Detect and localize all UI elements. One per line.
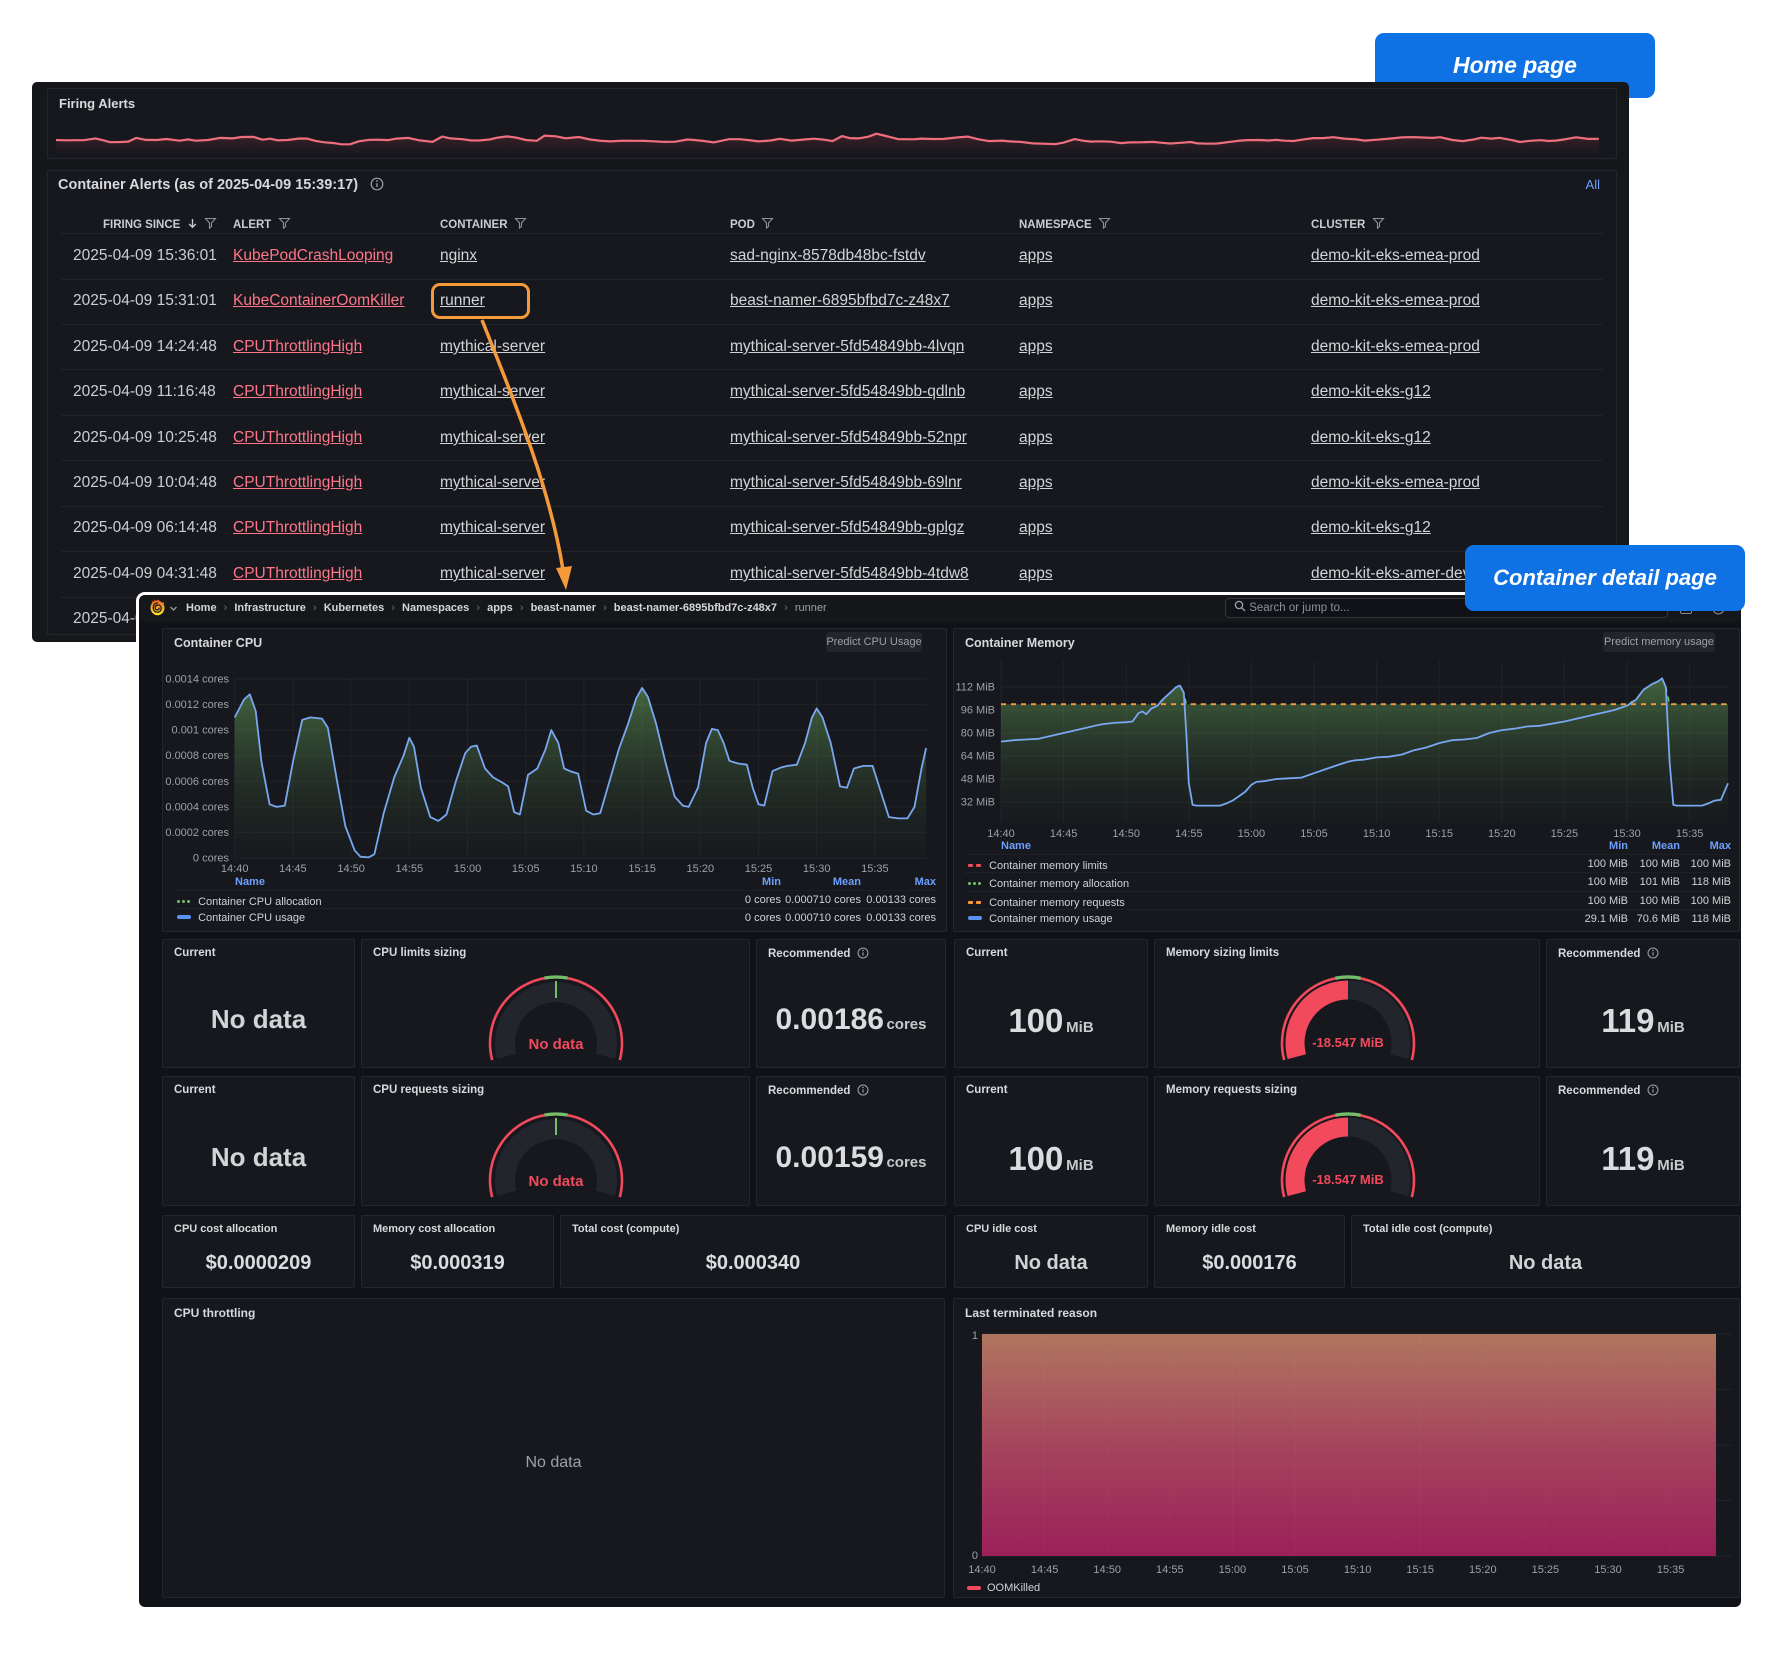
- svg-text:15:10: 15:10: [1344, 1564, 1372, 1576]
- svg-text:80 MiB: 80 MiB: [961, 728, 995, 740]
- svg-text:0: 0: [972, 1550, 978, 1562]
- svg-text:0 cores: 0 cores: [193, 853, 230, 865]
- svg-text:1: 1: [972, 1330, 978, 1342]
- svg-text:15:05: 15:05: [1300, 828, 1328, 840]
- svg-text:96 MiB: 96 MiB: [961, 705, 995, 717]
- svg-text:14:55: 14:55: [1175, 828, 1203, 840]
- svg-text:14:40: 14:40: [968, 1564, 996, 1576]
- svg-text:15:15: 15:15: [1406, 1564, 1434, 1576]
- svg-text:0.001 cores: 0.001 cores: [172, 725, 230, 737]
- svg-text:15:10: 15:10: [1363, 828, 1391, 840]
- svg-text:15:30: 15:30: [1594, 1564, 1622, 1576]
- svg-text:0.0012 cores: 0.0012 cores: [165, 699, 229, 711]
- svg-text:15:15: 15:15: [1425, 828, 1453, 840]
- svg-text:15:30: 15:30: [803, 863, 831, 875]
- svg-text:15:15: 15:15: [628, 863, 656, 875]
- svg-text:0.0014 cores: 0.0014 cores: [165, 674, 229, 686]
- svg-text:14:45: 14:45: [1031, 1564, 1059, 1576]
- svg-text:14:55: 14:55: [1156, 1564, 1184, 1576]
- svg-text:0.0004 cores: 0.0004 cores: [165, 801, 229, 813]
- svg-text:14:45: 14:45: [1050, 828, 1078, 840]
- svg-text:No data: No data: [528, 1173, 584, 1190]
- svg-text:15:35: 15:35: [861, 863, 889, 875]
- svg-text:15:20: 15:20: [1488, 828, 1516, 840]
- svg-text:64 MiB: 64 MiB: [961, 751, 995, 763]
- svg-text:14:55: 14:55: [396, 863, 424, 875]
- svg-text:15:00: 15:00: [454, 863, 482, 875]
- svg-text:15:05: 15:05: [512, 863, 540, 875]
- svg-text:-18.547 MiB: -18.547 MiB: [1312, 1172, 1384, 1187]
- svg-text:15:05: 15:05: [1281, 1564, 1309, 1576]
- svg-text:15:35: 15:35: [1676, 828, 1704, 840]
- svg-text:14:40: 14:40: [221, 863, 249, 875]
- svg-text:0.0006 cores: 0.0006 cores: [165, 776, 229, 788]
- svg-text:14:50: 14:50: [337, 863, 365, 875]
- svg-text:0.0008 cores: 0.0008 cores: [165, 750, 229, 762]
- svg-text:-18.547 MiB: -18.547 MiB: [1312, 1035, 1384, 1050]
- svg-text:14:40: 14:40: [987, 828, 1015, 840]
- svg-text:15:25: 15:25: [1551, 828, 1579, 840]
- svg-text:15:00: 15:00: [1219, 1564, 1247, 1576]
- svg-text:14:45: 14:45: [279, 863, 307, 875]
- svg-text:14:50: 14:50: [1112, 828, 1140, 840]
- svg-text:112 MiB: 112 MiB: [955, 682, 995, 694]
- svg-text:15:30: 15:30: [1613, 828, 1641, 840]
- svg-text:OOMKilled: OOMKilled: [987, 1582, 1040, 1594]
- svg-text:15:20: 15:20: [1469, 1564, 1497, 1576]
- svg-text:0.0002 cores: 0.0002 cores: [165, 827, 229, 839]
- svg-text:No data: No data: [528, 1036, 584, 1053]
- svg-text:15:25: 15:25: [1532, 1564, 1560, 1576]
- svg-text:15:00: 15:00: [1238, 828, 1266, 840]
- svg-text:32 MiB: 32 MiB: [961, 797, 995, 809]
- svg-text:15:25: 15:25: [745, 863, 773, 875]
- svg-text:15:10: 15:10: [570, 863, 598, 875]
- svg-text:15:20: 15:20: [687, 863, 715, 875]
- svg-text:48 MiB: 48 MiB: [961, 774, 995, 786]
- svg-text:14:50: 14:50: [1093, 1564, 1121, 1576]
- svg-text:15:35: 15:35: [1657, 1564, 1685, 1576]
